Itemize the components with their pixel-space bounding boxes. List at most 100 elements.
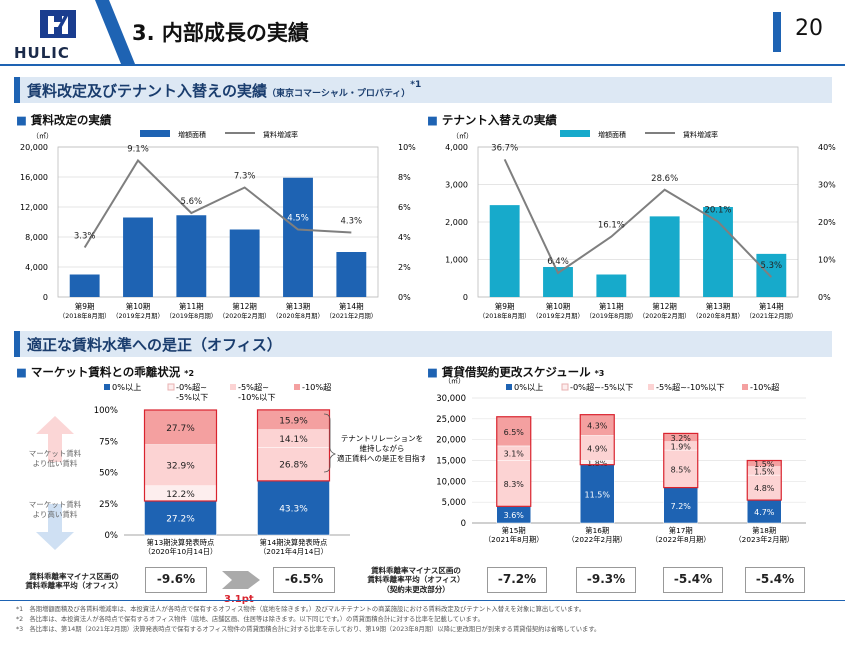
x-tick-date: （2019年2月期） <box>112 311 164 320</box>
x-tick-label: （2020年10月14日） <box>144 547 218 556</box>
footnote-1: *1 各期増額面積及び各賃料増減率は、本投資法人が各時点で保有するオフィス物件（… <box>16 606 586 613</box>
unit-label: （㎡） <box>444 377 465 385</box>
segment-label: 8.5% <box>671 465 692 474</box>
y-tick-left: 3,000 <box>445 181 468 190</box>
x-tick-label: 第17期 <box>669 526 693 535</box>
bar <box>489 205 520 297</box>
legend-swatch <box>506 384 512 390</box>
segment-label: 8.3% <box>504 480 525 489</box>
bar <box>756 253 787 297</box>
y-tick: 0% <box>105 531 119 541</box>
legend-swatch <box>167 383 175 391</box>
legend-label: -0%超~ <box>176 382 207 392</box>
y-tick-right: 40% <box>818 143 836 152</box>
segment-label: 1.5% <box>754 467 775 476</box>
footnote-2: *2 各比率は、本投資法人が各時点で保有するオフィス物件（底地、店舗区画、住居等… <box>16 616 484 623</box>
x-tick-date: （2019年8月期） <box>586 311 638 320</box>
segment-label: 43.3% <box>279 504 308 514</box>
x-tick-date: （2020年8月期） <box>272 311 324 320</box>
x-tick-label: （2022年2月期） <box>567 535 627 544</box>
rate-label: 20.1% <box>704 206 731 216</box>
stack-segment <box>663 487 698 524</box>
stack-segment <box>496 460 531 507</box>
x-tick-date: （2021年2月期） <box>326 311 378 320</box>
segment-label: 4.7% <box>754 508 775 517</box>
y-tick-right: 10% <box>818 256 836 265</box>
arrow-down-icon <box>36 504 74 550</box>
unit-label: （㎡） <box>32 132 53 140</box>
kairi2-value-16: -9.3% <box>576 567 636 593</box>
y-tick-right: 4% <box>398 233 411 242</box>
stack-segment <box>144 500 217 536</box>
kairi2-value-18: -5.4% <box>745 567 805 593</box>
rate-label: 9.1% <box>127 145 149 155</box>
x-tick-date: （2020年2月期） <box>639 311 691 320</box>
chart-3-title: マーケット賃料との乖離状況 *2 <box>16 364 194 380</box>
bar <box>176 215 207 297</box>
stack-segment <box>257 480 330 536</box>
x-tick-label: （2023年2月期） <box>734 535 794 544</box>
y-tick-right: 20% <box>818 218 836 227</box>
stack-segment <box>580 435 615 461</box>
x-tick-date: （2020年2月期） <box>219 311 271 320</box>
stack-segment <box>257 447 330 482</box>
segment-label: 15.9% <box>279 416 308 426</box>
x-tick-label: 第18期 <box>752 526 776 535</box>
side-label: より高い賃料 <box>33 509 78 519</box>
segment-label: 1.9% <box>671 442 692 451</box>
legend-swatch-bar <box>560 130 590 137</box>
x-tick-label: 第13期 <box>706 301 731 311</box>
rate-label: 5.6% <box>181 197 203 207</box>
y-tick: 25,000 <box>436 415 466 425</box>
chart-2-title: テナント入替えの実績 <box>427 112 557 128</box>
x-tick-label: 第13期決算発表時点 <box>147 538 215 547</box>
arrow-up-icon <box>36 416 74 462</box>
page-number: 20 <box>795 16 823 41</box>
y-tick-left: 8,000 <box>25 233 48 242</box>
section-2-bar <box>14 331 832 357</box>
x-tick-label: 第15期 <box>502 526 526 535</box>
plot-frame <box>57 146 379 298</box>
legend-swatch-bar <box>140 130 170 137</box>
header-divider <box>0 64 845 66</box>
y-tick: 30,000 <box>436 394 466 404</box>
legend-swatch <box>648 384 654 390</box>
market-rent-gap-chart: 0% 25% 50% 75% 100% 0%以上 -0%超~-5%以下 -5%超~-10%以下… <box>29 382 425 556</box>
rate-label: 3.3% <box>74 232 96 242</box>
y-tick-left: 2,000 <box>445 218 468 227</box>
legend-label: -5%以下 <box>176 392 208 402</box>
legend-swatch <box>294 384 300 390</box>
stack-segment <box>144 409 217 445</box>
bar <box>596 274 627 297</box>
legend-label: 0%以上 <box>112 382 141 392</box>
y-tick-left: 1,000 <box>445 256 468 265</box>
y-tick-left: 4,000 <box>25 263 48 272</box>
segment-label: 6.5% <box>504 428 525 437</box>
x-tick-label: 第9期 <box>495 301 515 311</box>
stack-segment <box>580 464 615 524</box>
rate-line <box>83 158 352 249</box>
y-tick-right: 6% <box>398 203 411 212</box>
legend-swatch <box>561 383 569 391</box>
y-tick: 50% <box>99 469 118 479</box>
segment-label: 4.8% <box>754 484 775 493</box>
x-tick-label: （2021年4月14日） <box>259 547 328 556</box>
legend-label: 賃料増減率 <box>263 130 298 139</box>
x-tick-label: （2021年8月期） <box>484 535 544 544</box>
kairi-value-13: -9.6% <box>145 567 207 593</box>
x-tick-label: 第14期 <box>759 301 784 311</box>
x-tick-label: 第9期 <box>75 301 95 311</box>
negative-outline <box>579 414 615 466</box>
kairi2-value-17: -5.4% <box>663 567 723 593</box>
y-tick-left: 0 <box>463 293 468 302</box>
x-tick-date: （2019年2月期） <box>532 311 584 320</box>
y-tick: 20,000 <box>436 436 466 446</box>
bar <box>69 274 100 297</box>
x-tick-label: 第13期 <box>286 301 311 311</box>
rent-revision-chart: （㎡） 0 4,000 8,000 12,000 16,000 20,000 0% 2% 4% 6%… <box>20 130 416 320</box>
segment-label: 14.1% <box>279 435 308 445</box>
x-tick-label: 第16期 <box>585 526 609 535</box>
y-tick-right: 0% <box>818 293 831 302</box>
legend-swatch <box>230 384 236 390</box>
rate-label: 4.3% <box>341 217 363 227</box>
